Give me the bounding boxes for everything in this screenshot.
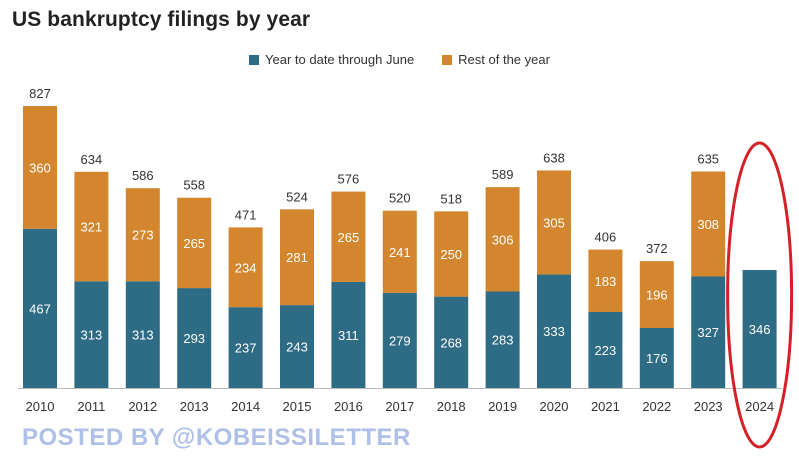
bar-ytd-2022	[639, 327, 674, 388]
bar-ytd-2020	[537, 274, 571, 388]
label-total-2023: 635	[697, 151, 719, 166]
tick-label-2010: 2010	[26, 399, 55, 414]
bar-ytd-2024	[742, 270, 777, 388]
label-ytd-2020: 333	[543, 324, 565, 339]
bar-rest-2014	[228, 227, 263, 308]
bar-rest-2023	[691, 171, 726, 277]
label-rest-2016: 265	[338, 230, 360, 245]
label-total-2012: 586	[132, 168, 154, 183]
label-total-2021: 406	[595, 230, 617, 245]
bar-rest-2016	[331, 191, 366, 282]
label-ytd-2015: 243	[286, 340, 308, 355]
label-total-2019: 589	[492, 167, 514, 182]
bar-ytd-2016	[331, 281, 366, 388]
label-ytd-2023: 327	[697, 325, 719, 340]
bar-rest-2020	[537, 170, 571, 275]
tick-label-2018: 2018	[437, 399, 466, 414]
bar-rest-2021	[588, 249, 623, 312]
bar-ytd-2011	[74, 281, 109, 388]
bar-rest-2022	[639, 261, 674, 328]
tick-label-2024: 2024	[745, 399, 774, 414]
legend: Year to date through June Rest of the ye…	[0, 52, 799, 67]
label-total-2016: 576	[338, 172, 360, 187]
label-ytd-2011: 313	[81, 328, 103, 343]
label-total-2017: 520	[389, 191, 411, 206]
label-rest-2017: 241	[389, 245, 411, 260]
bar-ytd-2014	[228, 307, 263, 388]
bar-ytd-2021	[588, 311, 623, 388]
tick-label-2011: 2011	[77, 399, 105, 414]
tick-label-2016: 2016	[334, 399, 363, 414]
bar-ytd-2023	[691, 276, 726, 388]
tick-label-2012: 2012	[128, 399, 157, 414]
bar-rest-2015	[280, 209, 314, 306]
label-rest-2023: 308	[697, 217, 719, 232]
label-rest-2012: 273	[132, 228, 154, 243]
label-total-2020: 638	[543, 150, 565, 165]
bar-rest-2013	[177, 197, 212, 289]
tick-label-2023: 2023	[694, 399, 723, 414]
legend-label-ytd: Year to date through June	[265, 52, 415, 67]
legend-item-rest: Rest of the year	[442, 52, 550, 67]
label-ytd-2016: 311	[338, 328, 359, 343]
watermark: POSTED BY @KOBEISSILETTER	[22, 424, 411, 451]
label-total-2010: 827	[29, 86, 51, 101]
chart-title: US bankruptcy filings by year	[12, 8, 311, 31]
bar-ytd-2015	[280, 305, 314, 388]
legend-item-ytd: Year to date through June	[249, 52, 414, 67]
bar-rest-2019	[485, 187, 520, 292]
tick-label-2014: 2014	[231, 399, 260, 414]
legend-label-rest: Rest of the year	[458, 52, 550, 67]
label-rest-2014: 234	[235, 260, 257, 275]
tick-label-2019: 2019	[488, 399, 517, 414]
highlight-circle-2024	[726, 141, 794, 449]
label-rest-2021: 183	[595, 274, 617, 289]
label-ytd-2017: 279	[389, 333, 411, 348]
label-ytd-2024: 346	[749, 322, 771, 337]
bar-ytd-2012	[125, 281, 160, 388]
label-rest-2018: 250	[440, 247, 462, 262]
label-rest-2019: 306	[492, 232, 514, 247]
label-rest-2015: 281	[286, 250, 308, 265]
label-ytd-2012: 313	[132, 328, 154, 343]
label-total-2015: 524	[286, 189, 308, 204]
tick-label-2015: 2015	[283, 399, 312, 414]
bar-rest-2010	[23, 106, 57, 229]
bar-rest-2011	[74, 171, 109, 282]
tick-label-2022: 2022	[642, 399, 671, 414]
label-rest-2010: 360	[29, 160, 51, 175]
bar-ytd-2017	[382, 292, 417, 388]
label-ytd-2014: 237	[235, 341, 257, 356]
tick-label-2013: 2013	[180, 399, 209, 414]
legend-swatch-rest	[442, 54, 453, 65]
bar-ytd-2010	[23, 228, 57, 388]
label-total-2022: 372	[646, 241, 668, 256]
label-rest-2020: 305	[543, 215, 565, 230]
label-rest-2011: 321	[81, 220, 103, 235]
label-rest-2013: 265	[183, 236, 205, 251]
label-total-2018: 518	[440, 191, 462, 206]
tick-label-2020: 2020	[540, 399, 569, 414]
label-ytd-2018: 268	[440, 335, 462, 350]
legend-swatch-ytd	[249, 54, 260, 65]
label-ytd-2013: 293	[183, 331, 205, 346]
label-ytd-2022: 176	[646, 351, 668, 366]
bar-ytd-2018	[434, 296, 469, 388]
tick-label-2021: 2021	[591, 399, 620, 414]
tick-label-2017: 2017	[385, 399, 414, 414]
label-ytd-2021: 223	[595, 343, 617, 358]
label-total-2014: 471	[235, 207, 257, 222]
label-ytd-2010: 467	[29, 301, 51, 316]
label-total-2013: 558	[183, 178, 205, 193]
label-rest-2022: 196	[646, 288, 668, 303]
bar-ytd-2019	[485, 291, 520, 388]
label-ytd-2019: 283	[492, 333, 514, 348]
bar-ytd-2013	[177, 288, 212, 388]
bar-rest-2018	[434, 211, 469, 297]
label-total-2011: 634	[81, 152, 103, 167]
bar-rest-2012	[125, 188, 160, 282]
bar-rest-2017	[382, 210, 417, 293]
